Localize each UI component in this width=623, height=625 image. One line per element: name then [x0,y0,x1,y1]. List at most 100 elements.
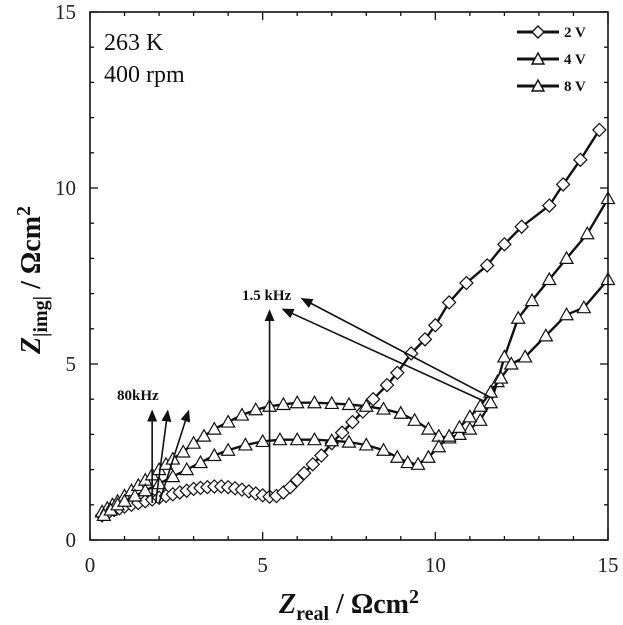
data-point-2v [296,465,312,481]
x-tick-label: 15 [598,553,619,577]
data-point-8v [576,299,592,314]
plot-frame [89,11,609,541]
data-point-2v [427,317,443,333]
data-point-4v [472,412,488,426]
frequency-label-1-5khz: 1.5 kHz [242,288,292,304]
legend-triangle-marker [530,78,546,92]
frequency-arrow [158,409,191,504]
data-point-2v [479,258,495,273]
temperature-annotation: 263 K [104,30,164,56]
data-point-4v [358,398,374,412]
data-point-2v [514,219,530,235]
data-point-8v [272,431,288,446]
data-point-2v [497,236,512,252]
data-point-2v [441,295,457,310]
data-point-4v [275,396,291,411]
data-point-8v [503,356,519,370]
y-axis-label-unit: / Ωcm [16,216,47,296]
y-axis-label-sub: |img| [30,296,52,337]
data-point-4v [175,444,191,458]
data-point-8v [431,439,447,453]
data-point-2v [592,122,607,138]
data-point-8v [220,442,236,456]
legend-triangle-marker [530,51,546,65]
data-point-8v [137,483,153,497]
data-point-8v [192,454,209,469]
data-point-8v [341,434,357,448]
data-point-8v [237,437,253,451]
data-point-4v [289,395,305,409]
data-point-4v [524,292,540,307]
frequency-label-80khz: 80kHz [117,388,159,404]
data-point-8v [255,433,271,448]
data-point-2v [555,177,571,192]
data-point-4v [483,395,499,409]
data-point-4v [541,271,557,286]
data-point-8v [358,437,374,451]
data-point-8v [517,349,533,363]
x-axis-label-sub: real [296,603,329,625]
data-point-8v [451,419,468,433]
data-point-8v [441,428,457,442]
data-point-4v [393,405,409,419]
data-point-4v [220,414,236,428]
data-point-2v [334,425,350,440]
data-point-8v [538,328,554,342]
data-point-8v [420,449,436,463]
data-point-2v [541,198,557,213]
data-point-8v [400,454,416,469]
x-tick-label: 10 [425,553,446,577]
data-point-2v [379,377,395,393]
data-point-4v [420,421,436,435]
data-point-8v [127,488,143,502]
legend: 2 V 4 V 8 V [517,25,586,95]
x-axis-label-unit: / Ωcm [329,589,409,620]
x-axis-label-main: Z [278,589,296,620]
y-tick-label: 15 [55,0,76,24]
data-point-4v [206,421,222,435]
data-point-8v [376,442,392,456]
y-tick-label: 5 [66,352,77,376]
legend-label-2v: 2 V [564,25,586,41]
data-point-4v [451,426,468,440]
data-point-8v [179,461,195,476]
series-line-4v [101,197,610,513]
data-point-4v [496,349,512,363]
data-point-4v [234,407,250,421]
data-point-4v [376,401,392,415]
y-tick-label: 0 [66,528,77,552]
data-point-8v [389,449,405,463]
data-point-2v [345,414,360,430]
data-point-4v [407,412,423,426]
data-point-2v [314,448,329,463]
data-point-4v [196,428,212,442]
data-point-4v [186,435,202,449]
data-point-2v [282,479,298,495]
data-point-4v [306,395,322,409]
legend-label-8v: 8 V [564,79,586,95]
frequency-arrow [154,409,172,504]
data-point-2v [417,332,433,347]
x-axis-label: Zreal / Ωcm2 [278,586,419,625]
data-point-4v [462,421,478,435]
data-point-2v [305,456,321,472]
series-layer [94,122,616,523]
data-point-8v [165,468,181,483]
data-point-4v [510,310,526,324]
x-tick-label: 5 [257,553,268,577]
data-point-2v [573,152,588,168]
data-point-8v [559,307,575,321]
y-axis-label-main: Z [16,337,47,355]
data-point-8v [493,370,509,384]
tick-layer [89,11,609,541]
data-point-4v [324,395,340,410]
y-tick-label: 10 [55,176,76,200]
y-axis-label-sup: 2 [13,206,35,216]
data-point-8v [472,398,488,412]
data-point-8v [306,431,322,446]
data-point-4v [341,396,357,411]
series-line-8v [103,278,609,517]
data-point-2v [389,365,405,381]
frequency-arrow [281,308,485,402]
rotation-annotation: 400 rpm [104,62,185,88]
